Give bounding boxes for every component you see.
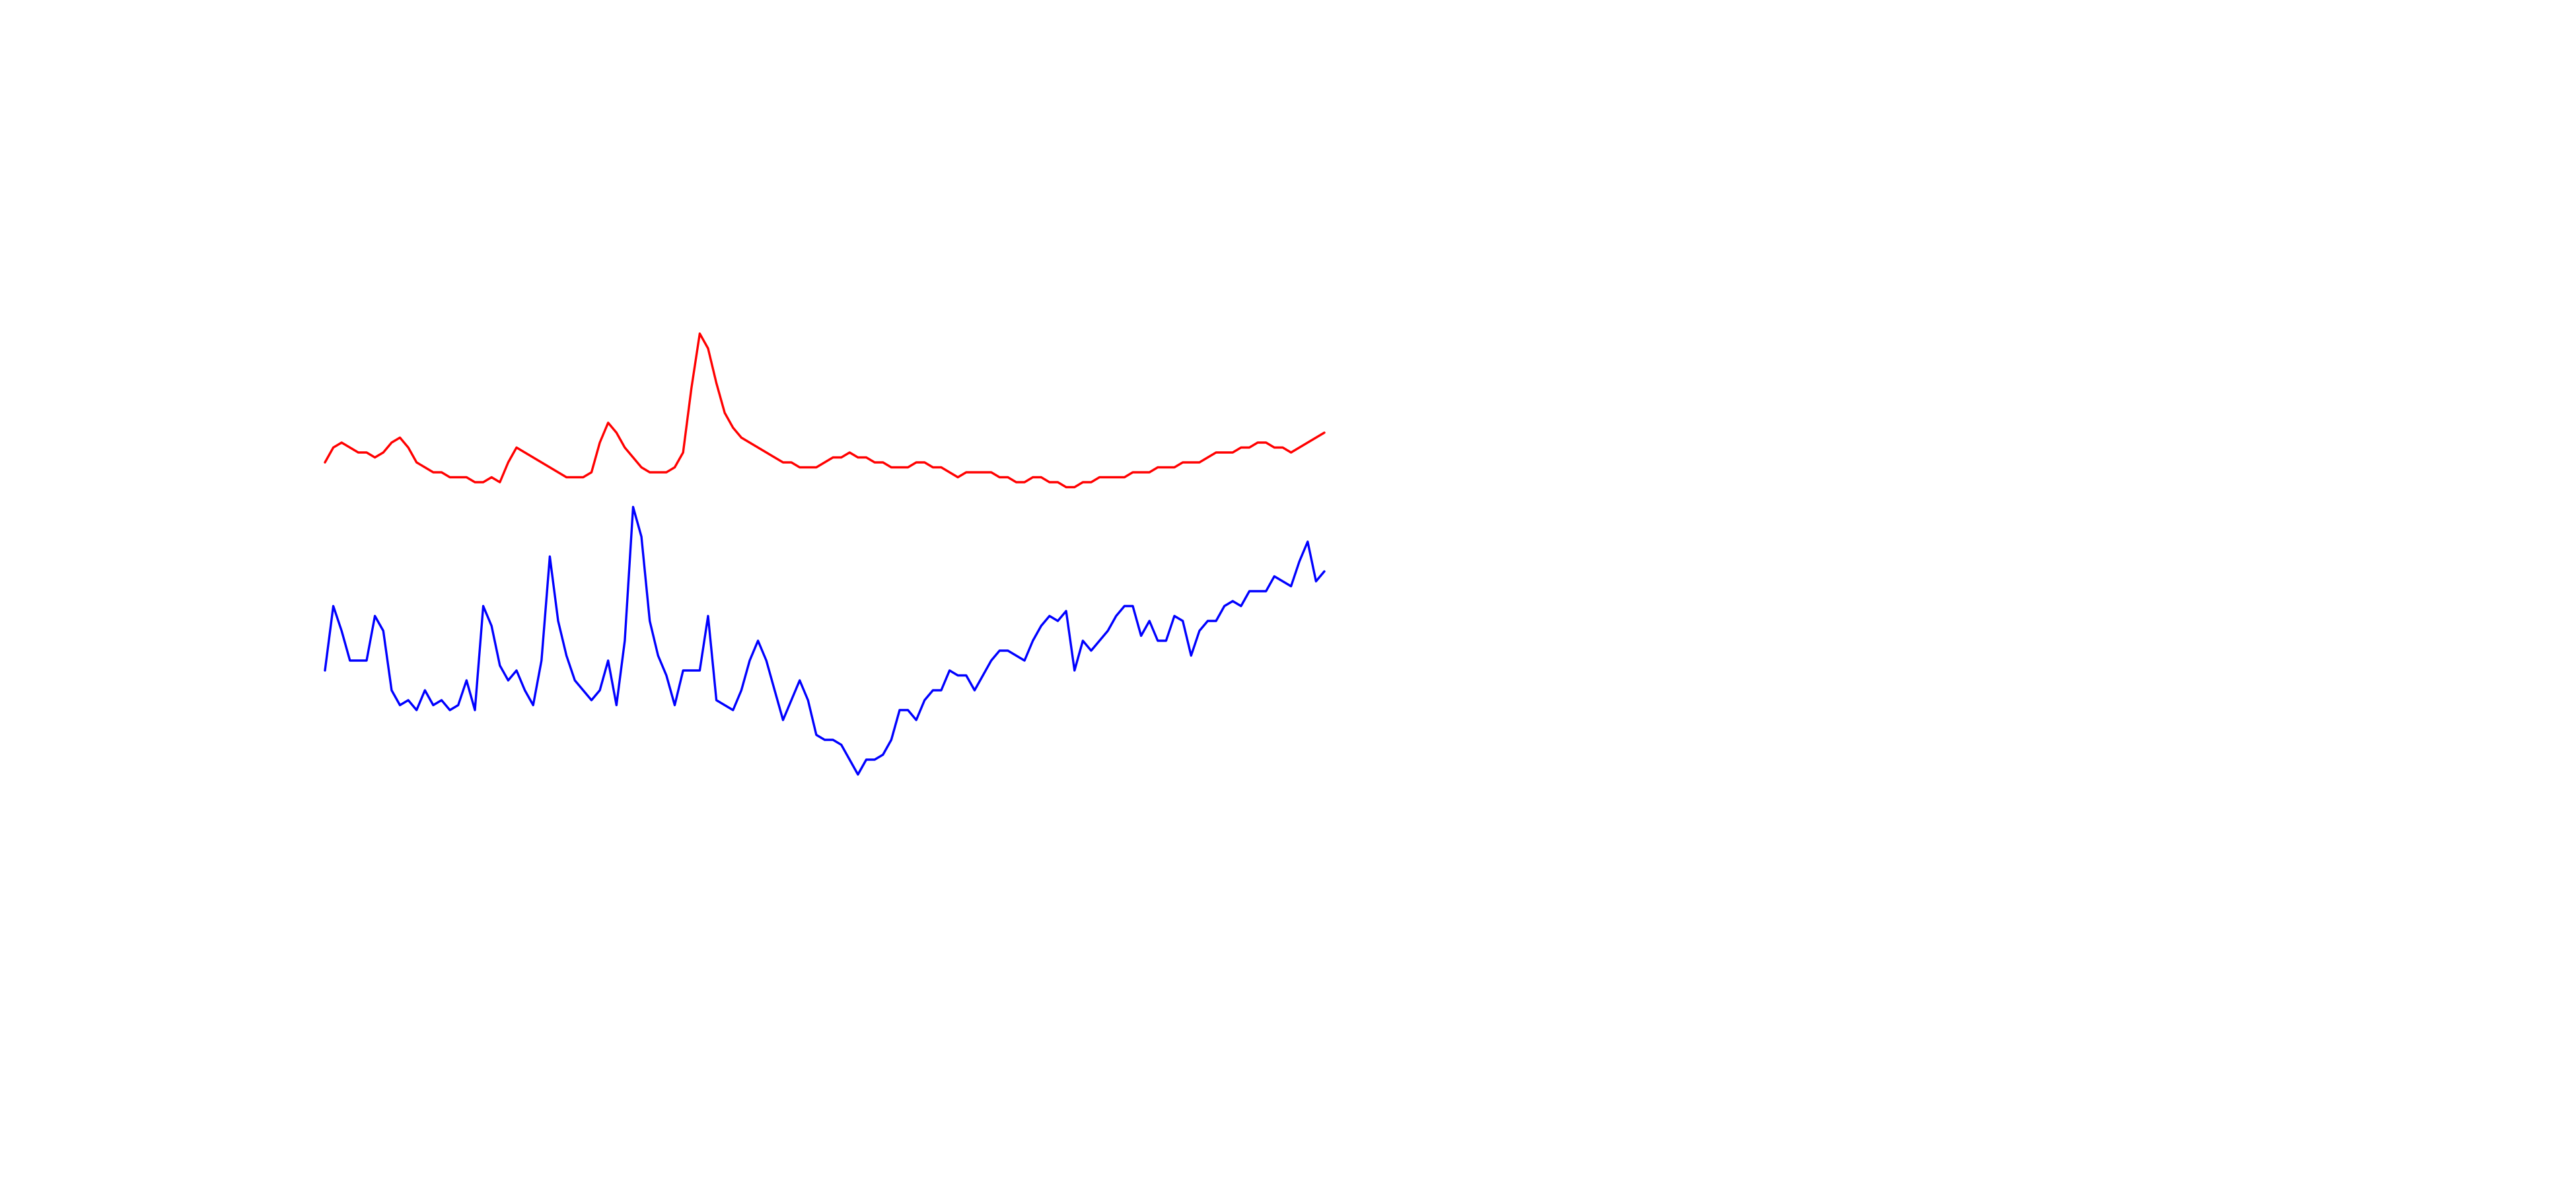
red-series-line [324,332,1326,489]
blue-series-line [324,505,1326,776]
